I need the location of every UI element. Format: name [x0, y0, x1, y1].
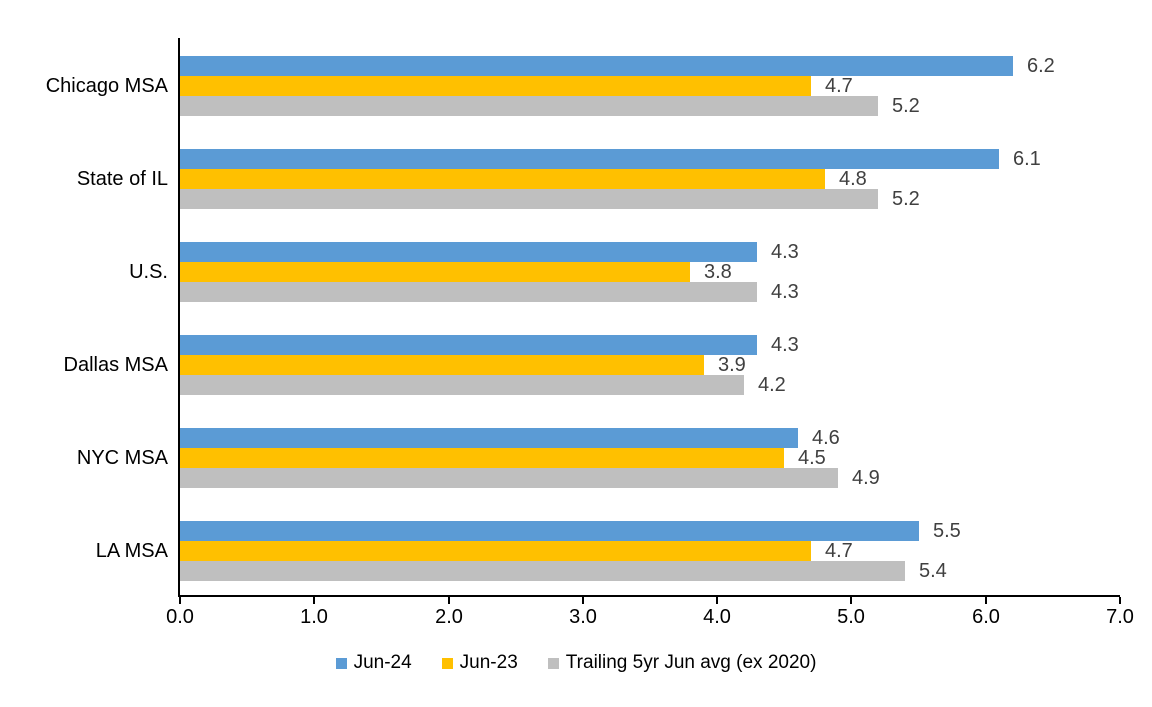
legend-label: Jun-24: [353, 652, 412, 673]
x-axis-tick-label: 6.0: [972, 606, 1000, 628]
x-axis-tick-label: 3.0: [569, 606, 597, 628]
x-axis-tick-label: 7.0: [1106, 606, 1134, 628]
x-axis-tick-label: 5.0: [837, 606, 865, 628]
bar: [180, 375, 744, 395]
x-axis-tick-label: 4.0: [703, 606, 731, 628]
bar-value-label: 5.4: [919, 560, 947, 582]
bar-value-label: 5.2: [892, 95, 920, 117]
bar-value-label: 5.5: [933, 520, 961, 542]
x-axis-tick: [850, 597, 852, 604]
bar: [180, 355, 704, 375]
bar: [180, 149, 999, 169]
bar-value-label: 6.1: [1013, 148, 1041, 170]
x-axis-tick: [448, 597, 450, 604]
bar: [180, 468, 838, 488]
x-axis-tick-label: 2.0: [435, 606, 463, 628]
y-axis-line: [178, 38, 180, 597]
category-label: Chicago MSA: [45, 75, 168, 97]
x-axis-tick: [1119, 597, 1121, 604]
x-axis-tick: [716, 597, 718, 604]
legend-swatch-icon: [335, 657, 347, 669]
x-axis-tick: [582, 597, 584, 604]
x-axis-tick-label: 0.0: [166, 606, 194, 628]
legend-item: Jun-23: [441, 650, 518, 676]
category-label: NYC MSA: [76, 447, 168, 469]
bar-value-label: 3.9: [718, 354, 746, 376]
bar-value-label: 5.2: [892, 188, 920, 210]
bar-value-label: 4.7: [825, 75, 853, 97]
bar: [180, 262, 690, 282]
bar: [180, 428, 798, 448]
bar: [180, 521, 919, 541]
legend-label: Jun-23: [459, 652, 518, 673]
legend-item: Trailing 5yr Jun avg (ex 2020): [547, 650, 817, 676]
bar-value-label: 4.3: [771, 281, 799, 303]
category-label: U.S.: [129, 261, 168, 283]
bar: [180, 282, 757, 302]
bar: [180, 169, 825, 189]
bar-value-label: 4.7: [825, 540, 853, 562]
bar: [180, 189, 878, 209]
category-label: Dallas MSA: [63, 354, 168, 376]
category-label: State of IL: [76, 168, 168, 190]
x-axis-tick: [179, 597, 181, 604]
legend: Jun-24 Jun-23 Trailing 5yr Jun avg (ex 202…: [0, 650, 1152, 676]
legend-item: Jun-24: [335, 650, 412, 676]
bar: [180, 561, 905, 581]
legend-swatch-icon: [441, 657, 453, 669]
category-label: LA MSA: [95, 540, 168, 562]
x-axis-tick: [313, 597, 315, 604]
bar: [180, 56, 1013, 76]
bar-value-label: 6.2: [1027, 55, 1055, 77]
x-axis-tick: [985, 597, 987, 604]
bar: [180, 448, 784, 468]
bar: [180, 96, 878, 116]
bar: [180, 541, 811, 561]
bar-value-label: 4.3: [771, 241, 799, 263]
bar-value-label: 3.8: [704, 261, 732, 283]
legend-swatch-icon: [547, 657, 559, 669]
bar-value-label: 4.6: [812, 427, 840, 449]
bar: [180, 76, 811, 96]
x-axis-tick-label: 1.0: [300, 606, 328, 628]
bar-value-label: 4.9: [852, 467, 880, 489]
bar: [180, 335, 757, 355]
x-axis-line: [178, 595, 1120, 597]
bar-value-label: 4.2: [758, 374, 786, 396]
bar-value-label: 4.3: [771, 334, 799, 356]
bar-value-label: 4.5: [798, 447, 826, 469]
legend-label: Trailing 5yr Jun avg (ex 2020): [565, 652, 817, 673]
bar-value-label: 4.8: [839, 168, 867, 190]
bar: [180, 242, 757, 262]
